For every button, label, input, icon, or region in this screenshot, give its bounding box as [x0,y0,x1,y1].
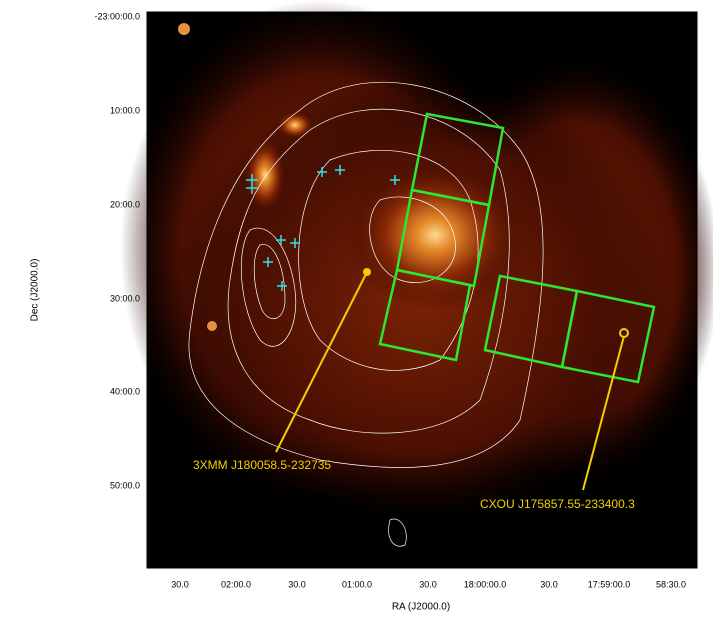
x-tick-label: 17:59:00.0 [588,579,631,589]
x-tick-label: 30.0 [540,579,558,589]
x-tick-label: 58:30.0 [656,579,686,589]
x-tick-label: 01:00.0 [342,579,372,589]
frame [146,11,698,569]
y-tick-label: 50:00.0 [110,480,140,490]
x-axis-label: RA (J2000.0) [392,602,450,613]
annotation: 3XMM J180058.5-232735 [193,458,331,472]
regions [378,112,656,384]
y-axis-label: Dec (J2000.0) [30,259,41,322]
contours [188,81,544,547]
x-tick-label: 30.0 [288,579,306,589]
source-markers [246,165,400,291]
y-tick-label: -23:00:00.0 [94,11,140,21]
x-tick-label: 18:00:00.0 [464,579,507,589]
annotation: CXOU J175857.55-233400.3 [480,497,635,511]
y-tick-label: 10:00.0 [110,105,140,115]
y-tick-label: 20:00.0 [110,199,140,209]
x-tick-label: 30.0 [171,579,189,589]
y-tick-label: 30:00.0 [110,293,140,303]
pointers [275,268,629,491]
sky-image [120,0,713,568]
y-tick-label: 40:00.0 [110,386,140,396]
x-tick-label: 02:00.0 [221,579,251,589]
x-tick-label: 30.0 [419,579,437,589]
